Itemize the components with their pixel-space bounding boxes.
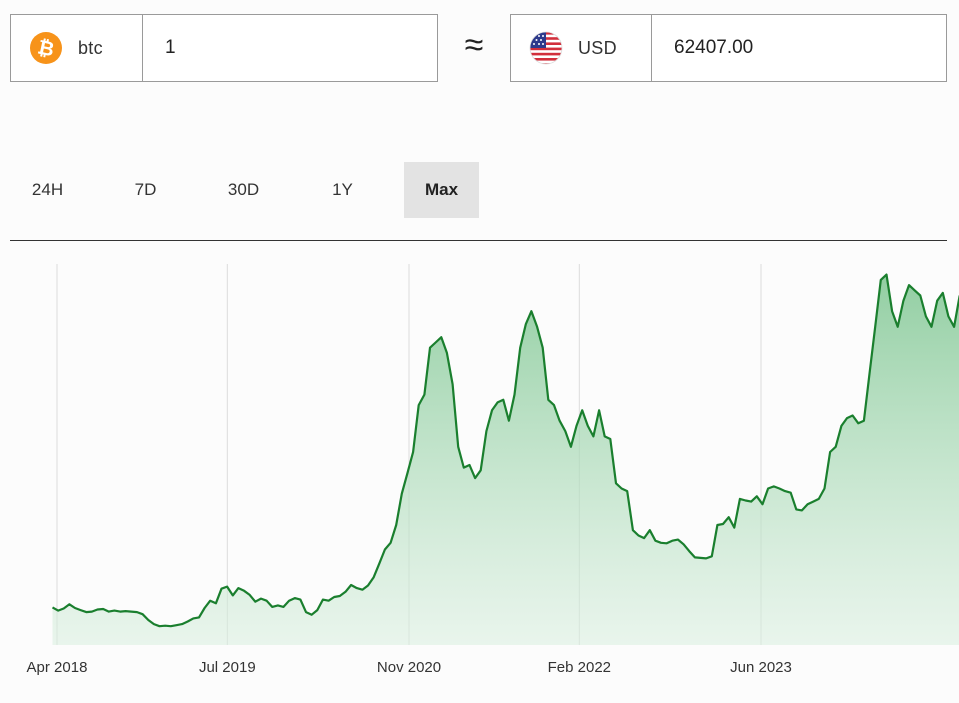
x-tick-label: Apr 2018 [27,659,88,676]
from-currency-code: btc [78,37,103,58]
tab-1y[interactable]: 1Y [332,180,353,199]
x-tick-label: Jul 2019 [199,659,256,676]
price-chart: Apr 2018 Jul 2019 Nov 2020 Feb 2022 Jun 2023 [27,264,959,676]
tab-max[interactable]: Max [404,162,479,218]
bitcoin-icon: ₿ [30,32,62,64]
tabs-divider [10,240,947,241]
svg-text:₿: ₿ [36,35,57,62]
to-currency-code: USD [578,37,617,58]
to-currency-box: USD [510,14,947,82]
price-line [51,273,959,628]
from-amount-input[interactable] [143,15,437,81]
us-flag-icon [529,31,563,65]
x-tick-label: Jun 2023 [730,659,792,676]
from-currency-box: ₿ btc [10,14,438,82]
tab-30d[interactable]: 30D [227,180,260,199]
to-amount-input[interactable] [652,15,946,81]
x-tick-label: Nov 2020 [377,659,441,676]
tab-7d[interactable]: 7D [134,180,157,199]
from-currency-select[interactable]: ₿ btc [11,15,143,81]
to-currency-select[interactable]: USD [511,15,652,81]
price-area [52,274,959,645]
x-tick-label: Feb 2022 [548,659,611,676]
tab-24h[interactable]: 24H [31,180,64,199]
approx-symbol: ≈ [464,26,484,64]
